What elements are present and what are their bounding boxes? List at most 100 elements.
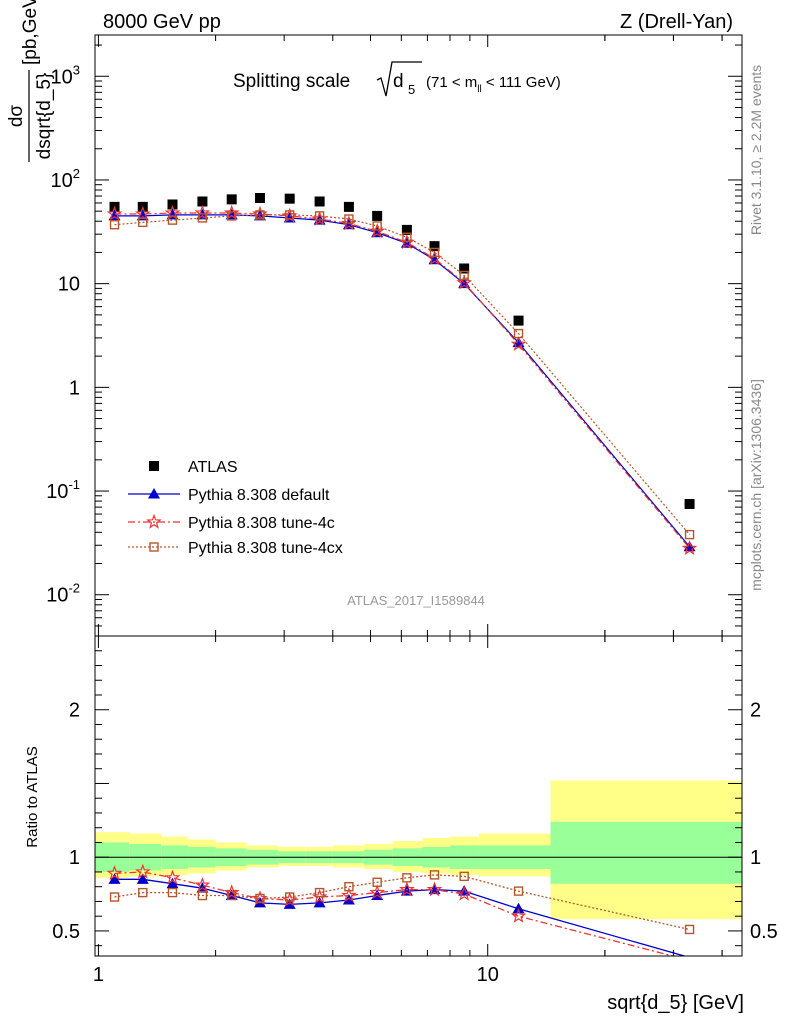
y-axis-numerator: dσ	[6, 105, 27, 128]
legend-marker-atlas	[149, 461, 159, 471]
legend-label-atlas: ATLAS	[188, 459, 238, 476]
ratio-point-tune4cx	[684, 924, 695, 935]
ratio-point-tune4cx	[197, 890, 208, 901]
atlas-data-point	[684, 498, 695, 509]
ratio-y-tick-label: 2	[69, 700, 80, 722]
ratio-point-default	[108, 873, 121, 884]
legend: ATLAS Pythia 8.308 default Pythia 8.308 tu…	[128, 459, 343, 557]
y-axis-denominator: dsqrt{d_5}	[34, 73, 55, 160]
atlas-data-point	[284, 193, 295, 204]
ratio-y-tick-label-right: 2	[750, 700, 761, 722]
atlas-data-point	[314, 196, 325, 207]
ratio-point-tune4c	[456, 885, 472, 901]
ratio-point-default	[512, 902, 525, 914]
ratio-point-tune4c	[426, 881, 443, 897]
series-point-tune4cx	[197, 213, 208, 223]
ratio-y-tick-label-right: 0.5	[750, 921, 778, 943]
series-point-tune4c	[106, 205, 123, 221]
series-point-tune4cx	[429, 247, 440, 258]
ratio-line-tune4cx	[114, 874, 690, 931]
atlas-data-point	[401, 224, 412, 235]
ratio-point-tune4c	[164, 869, 181, 885]
title-range-end: < 111 GeV)	[482, 74, 561, 91]
ratio-point-tune4cx	[344, 881, 354, 892]
main-y-axis-title: dσ dsqrt{d_5} [pb,GeV-1]	[6, 0, 55, 162]
atlas-data-point	[459, 263, 470, 274]
y-tick-label: 1	[69, 377, 80, 399]
series-point-tune4cx	[227, 211, 237, 221]
main-panel-data	[106, 192, 698, 556]
ratio-point-tune4cx	[284, 892, 295, 902]
ratio-point-tune4cx	[402, 873, 412, 883]
ratio-point-tune4cx	[513, 886, 524, 896]
atlas-data-point	[254, 192, 265, 203]
atlas-data-point	[372, 210, 383, 221]
ratio-uncertainty-bands	[95, 780, 742, 920]
legend-marker-default	[148, 488, 160, 499]
ratio-y-tick-label-right: 1	[750, 847, 761, 869]
ratio-y-tick-label: 0.5	[52, 921, 80, 943]
series-point-tune4c	[194, 204, 211, 220]
series-point-tune4cx	[459, 270, 469, 281]
legend-label-tune4cx: Pythia 8.308 tune-4cx	[188, 540, 343, 557]
rivet-label: Rivet 3.1.10, ≥ 2.2M events	[748, 65, 764, 235]
series-point-tune4cx	[167, 215, 178, 225]
ratio-point-tune4cx	[429, 870, 440, 880]
ratio-point-tune4cx	[255, 893, 265, 904]
ratio-point-default	[136, 873, 149, 884]
x-axis-title: sqrt{d_5} [GeV]	[607, 992, 744, 1014]
title-sqrt-sign	[376, 61, 422, 97]
atlas-data-point	[167, 199, 178, 210]
series-point-tune4cx	[284, 210, 295, 220]
atlas-data-point	[343, 201, 354, 212]
series-point-tune4cx	[109, 220, 120, 230]
series-line-tune4cx	[114, 214, 691, 535]
x-tick-label: 10	[477, 964, 499, 986]
series-point-tune4cx	[138, 217, 148, 228]
series-line-tune4c	[114, 212, 691, 549]
series-point-tune4cx	[513, 328, 524, 339]
title-symbol: d	[393, 71, 404, 92]
ratio-point-tune4c	[369, 884, 385, 900]
title-range-sub: ll	[477, 84, 481, 95]
ratio-y-axis-title: Ratio to ATLAS	[24, 746, 41, 847]
axes-ticks: 1 10 10-2 10-1 1 10 102 103 0.5 0.5 1 1 2 2	[46, 35, 778, 986]
ratio-point-tune4cx	[138, 887, 148, 898]
ratio-point-tune4c	[341, 887, 357, 903]
ratio-point-tune4c	[106, 865, 123, 881]
ratio-point-default	[342, 893, 355, 905]
band-inner-bin	[550, 821, 742, 884]
mcplots-label: mcplots.cern.ch [arXiv:1306.3436]	[748, 379, 764, 591]
header-beam-label: 8000 GeV pp	[103, 11, 221, 33]
atlas-data-point	[226, 194, 237, 205]
y-tick-label: 102	[51, 166, 80, 192]
ratio-point-tune4cx	[459, 871, 469, 882]
series-point-tune4cx	[402, 232, 412, 242]
ratio-point-tune4cx	[167, 887, 178, 898]
svg-text:[pb,GeV-1]: [pb,GeV-1]	[17, 0, 41, 65]
y-tick-label: 10-2	[46, 581, 80, 607]
series-point-tune4c	[510, 336, 527, 352]
ratio-point-tune4cx	[314, 887, 325, 898]
ratio-y-tick-label: 1	[69, 847, 80, 869]
header-process-label: Z (Drell-Yan)	[620, 11, 733, 33]
series-point-tune4cx	[255, 210, 265, 220]
ratio-point-tune4c	[134, 863, 151, 879]
series-point-tune4cx	[344, 214, 354, 224]
ratio-point-default	[283, 898, 296, 909]
y-tick-label: 103	[51, 62, 80, 88]
ratio-point-tune4c	[194, 876, 211, 892]
series-point-tune4cx	[314, 211, 325, 221]
series-point-tune4c	[134, 205, 151, 221]
ratio-point-tune4c	[399, 881, 415, 897]
y-tick-label: 10-1	[46, 477, 80, 503]
ratio-panel-data	[106, 863, 695, 956]
ratio-panel-frame	[94, 635, 743, 957]
series-point-tune4cx	[372, 221, 382, 231]
plot-title: Splitting scale d 5 (71 < mll < 111 GeV)	[233, 61, 561, 97]
ratio-point-tune4c	[510, 907, 527, 923]
series-point-tune4c	[681, 540, 698, 556]
analysis-watermark: ATLAS_2017_I1589844	[347, 593, 485, 608]
svg-text:Splitting scale: Splitting scale	[233, 71, 350, 92]
